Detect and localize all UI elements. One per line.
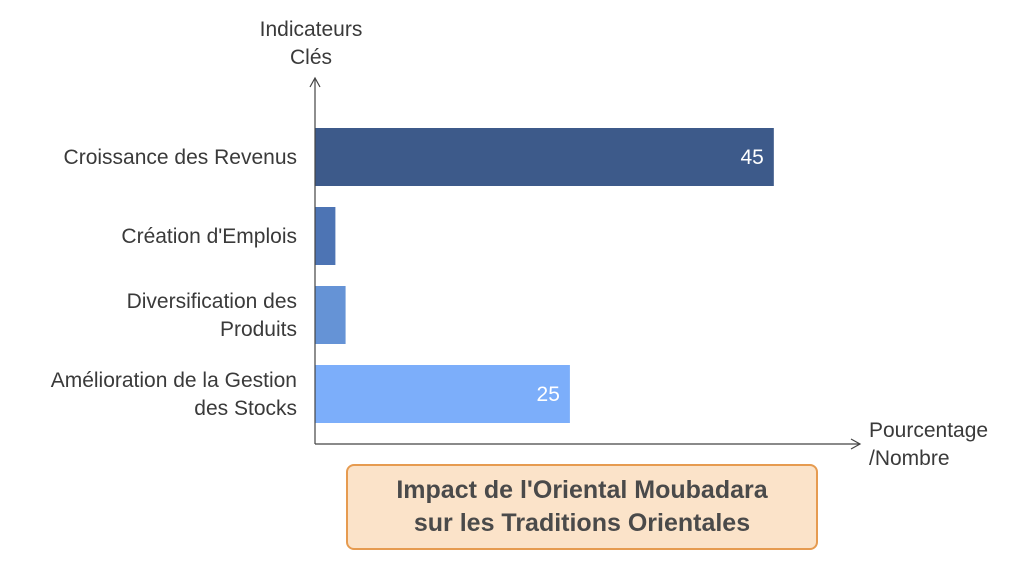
category-label-1: Création d'Emplois xyxy=(121,225,297,248)
bar-3 xyxy=(315,365,570,423)
bar-0 xyxy=(315,128,774,186)
x-axis-label: Pourcentage/Nombre xyxy=(869,419,988,470)
bar-2 xyxy=(315,286,346,344)
y-axis-arrow-icon xyxy=(309,76,321,88)
x-axis-label-line: Pourcentage xyxy=(869,419,988,442)
chart-title-line-1: Impact de l'Oriental Moubadara xyxy=(396,476,768,504)
y-axis-label: Indicateurs Clés xyxy=(260,18,363,69)
category-label-0: Croissance des Revenus xyxy=(64,146,297,169)
x-axis-arrow-icon xyxy=(850,438,862,450)
chart-title-box: Impact de l'Oriental Moubadara sur les T… xyxy=(346,464,818,550)
category-label-line: Création d'Emplois xyxy=(121,225,297,248)
category-label-line: des Stocks xyxy=(194,397,297,420)
y-axis-label-line: Indicateurs xyxy=(260,18,363,41)
x-axis-label-line: /Nombre xyxy=(869,447,950,470)
category-label-3: Amélioration de la Gestion des Stocks xyxy=(51,369,297,420)
chart-title-line-2: sur les Traditions Orientales xyxy=(413,509,751,537)
category-label-line: Croissance des Revenus xyxy=(64,146,297,169)
category-label-line: Produits xyxy=(220,318,297,341)
category-label-2: Diversification des Produits xyxy=(127,290,297,341)
data-label-0: 45 xyxy=(740,146,763,169)
bar-1 xyxy=(315,207,336,265)
data-label-3: 25 xyxy=(537,383,560,406)
category-label-line: Amélioration de la Gestion xyxy=(51,369,297,392)
y-axis-label-line: Clés xyxy=(290,46,332,69)
category-label-line: Diversification des xyxy=(127,290,297,313)
